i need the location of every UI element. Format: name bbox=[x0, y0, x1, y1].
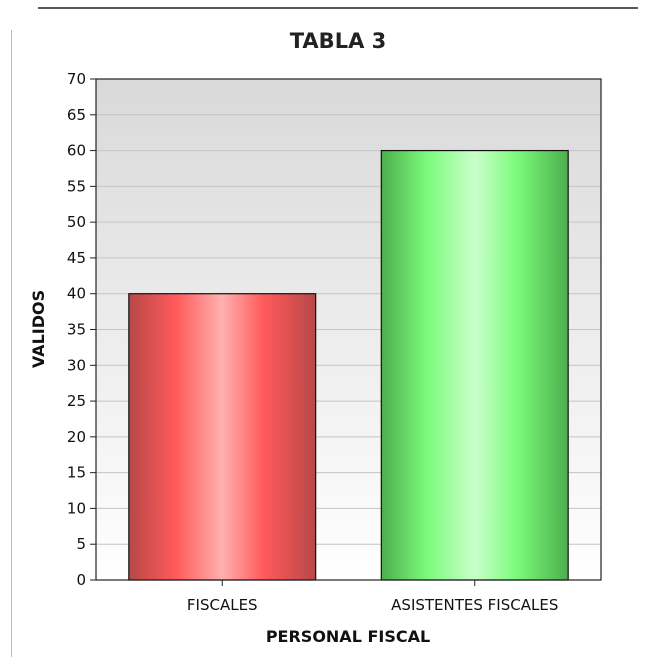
y-tick-label: 60 bbox=[67, 142, 86, 160]
x-axis-title: PERSONAL FISCAL bbox=[266, 627, 430, 646]
y-tick-label: 15 bbox=[67, 464, 86, 482]
y-tick-label: 20 bbox=[67, 428, 86, 446]
bar-fiscales bbox=[128, 293, 317, 581]
y-tick-label: 70 bbox=[67, 70, 86, 88]
y-tick-label: 65 bbox=[67, 106, 86, 124]
y-tick-label: 50 bbox=[67, 213, 86, 231]
bar-asistentes-fiscales bbox=[380, 149, 569, 581]
plot-border bbox=[95, 78, 602, 581]
y-tick-label: 35 bbox=[67, 321, 86, 339]
y-tick-label: 30 bbox=[67, 356, 86, 374]
y-tick-label: 40 bbox=[67, 285, 86, 303]
y-tick-label: 45 bbox=[67, 249, 86, 267]
x-tick-label: ASISTENTES FISCALES bbox=[391, 596, 558, 614]
y-axis-title: VALIDOS bbox=[29, 290, 48, 368]
x-tick-label: FISCALES bbox=[187, 596, 258, 614]
y-tick-label: 0 bbox=[76, 571, 86, 589]
y-tick-label: 10 bbox=[67, 499, 86, 517]
x-axis-ticks: FISCALES ASISTENTES FISCALES bbox=[187, 580, 558, 614]
y-tick-label: 55 bbox=[67, 177, 86, 195]
y-tick-label: 5 bbox=[76, 535, 86, 553]
chart-title: TABLA 3 bbox=[290, 29, 387, 53]
y-tick-label: 25 bbox=[67, 392, 86, 410]
y-axis-ticks: 0 5 10 15 20 25 30 35 40 45 50 55 60 65 70 bbox=[67, 70, 96, 589]
bars bbox=[128, 149, 569, 581]
